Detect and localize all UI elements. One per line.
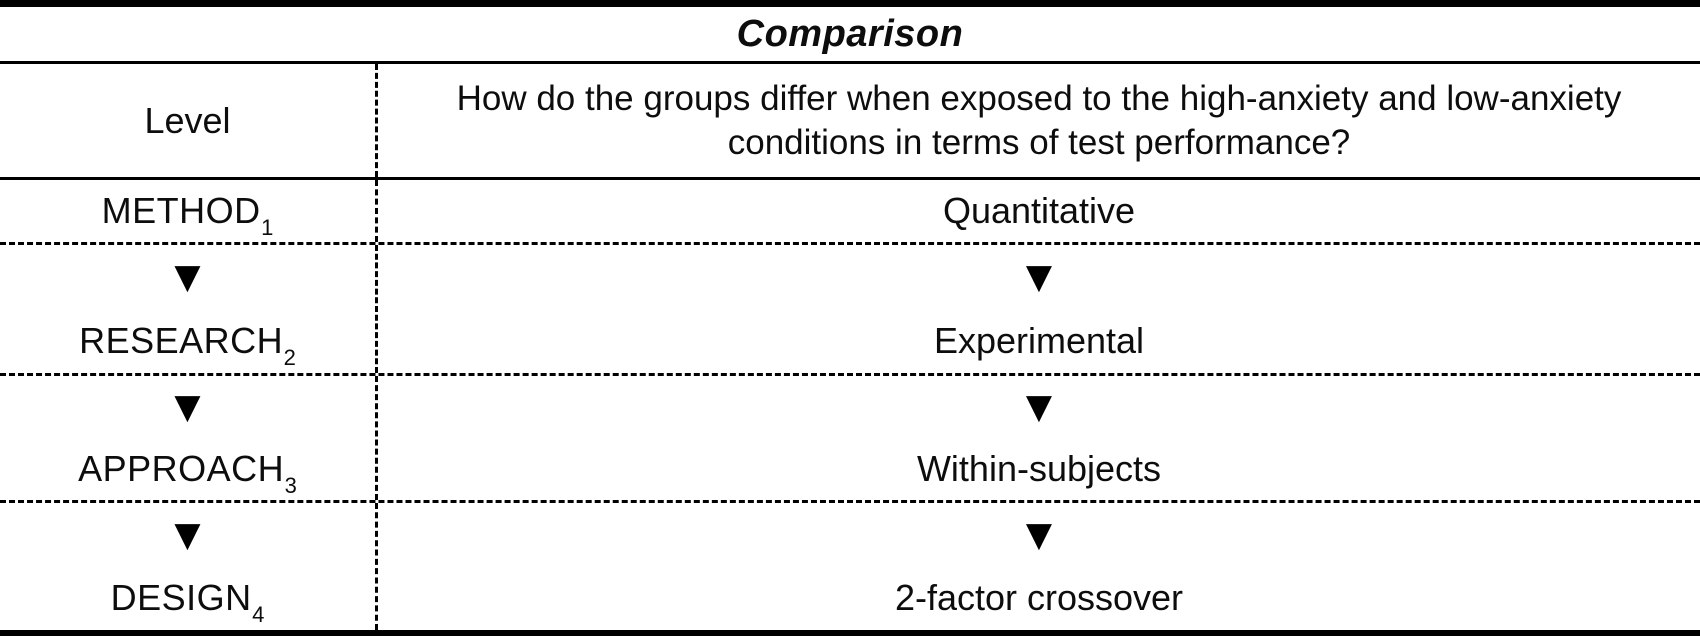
down-arrow-icon: ▼ (1025, 387, 1053, 427)
design-arrow-slot-right: ▼ (378, 503, 1700, 567)
design-label-cell: ▼ DESIGN4 (0, 503, 378, 630)
table-row-approach: ▼ APPROACH3 ▼ Within-subjects (0, 376, 1700, 503)
research-arrow-slot-right: ▼ (378, 245, 1700, 309)
down-arrow-icon: ▼ (1025, 257, 1053, 297)
design-value: 2-factor crossover (894, 577, 1184, 619)
method-value: Quantitative (942, 190, 1136, 232)
approach-value-slot: Within-subjects (378, 438, 1700, 500)
research-question-cell: How do the groups differ when exposed to… (378, 64, 1700, 177)
research-value: Experimental (933, 320, 1145, 362)
research-label-text: RESEARCH (79, 320, 284, 361)
research-label-cell: ▼ RESEARCH2 (0, 245, 378, 373)
method-value-cell: Quantitative (378, 180, 1700, 242)
approach-arrow-slot-left: ▼ (0, 376, 375, 438)
method-label-text: METHOD (101, 190, 261, 231)
down-arrow-icon: ▼ (174, 257, 201, 297)
research-label: RESEARCH2 (79, 320, 296, 369)
design-label-slot: DESIGN4 (0, 567, 375, 631)
method-subscript: 1 (261, 215, 274, 241)
header-row: Level How do the groups differ when expo… (0, 64, 1700, 180)
research-value-cell: ▼ Experimental (378, 245, 1700, 373)
approach-subscript: 3 (284, 473, 298, 499)
method-label: METHOD1 (101, 190, 274, 239)
level-column-header: Level (144, 99, 231, 141)
method-label-cell: METHOD1 (0, 180, 378, 242)
level-column-header-cell: Level (0, 64, 378, 177)
down-arrow-icon: ▼ (174, 514, 201, 555)
approach-value: Within-subjects (916, 448, 1162, 490)
down-arrow-icon: ▼ (1025, 514, 1053, 555)
table-row-design: ▼ DESIGN4 ▼ 2-factor crossover (0, 503, 1700, 630)
down-arrow-icon: ▼ (174, 387, 201, 427)
design-label-text: DESIGN (110, 577, 252, 619)
approach-arrow-slot-right: ▼ (378, 376, 1700, 438)
research-arrow-slot-left: ▼ (0, 245, 375, 309)
design-label: DESIGN4 (110, 577, 265, 626)
research-value-slot: Experimental (378, 309, 1700, 373)
research-question: How do the groups differ when exposed to… (456, 79, 1622, 162)
table-row-research: ▼ RESEARCH2 ▼ Experimental (0, 245, 1700, 376)
approach-value-cell: ▼ Within-subjects (378, 376, 1700, 500)
table-title-row: Comparison (0, 7, 1700, 64)
design-arrow-slot-left: ▼ (0, 503, 375, 567)
approach-label-text: APPROACH (78, 448, 285, 489)
approach-label-cell: ▼ APPROACH3 (0, 376, 378, 500)
approach-label: APPROACH3 (78, 448, 297, 497)
design-subscript: 4 (252, 602, 265, 628)
table-title: Comparison (736, 12, 964, 55)
research-subscript: 2 (283, 345, 297, 371)
research-label-slot: RESEARCH2 (0, 309, 375, 373)
design-value-cell: ▼ 2-factor crossover (378, 503, 1700, 630)
design-value-slot: 2-factor crossover (378, 567, 1700, 631)
table-row-method: METHOD1 Quantitative (0, 180, 1700, 245)
approach-label-slot: APPROACH3 (0, 438, 375, 500)
